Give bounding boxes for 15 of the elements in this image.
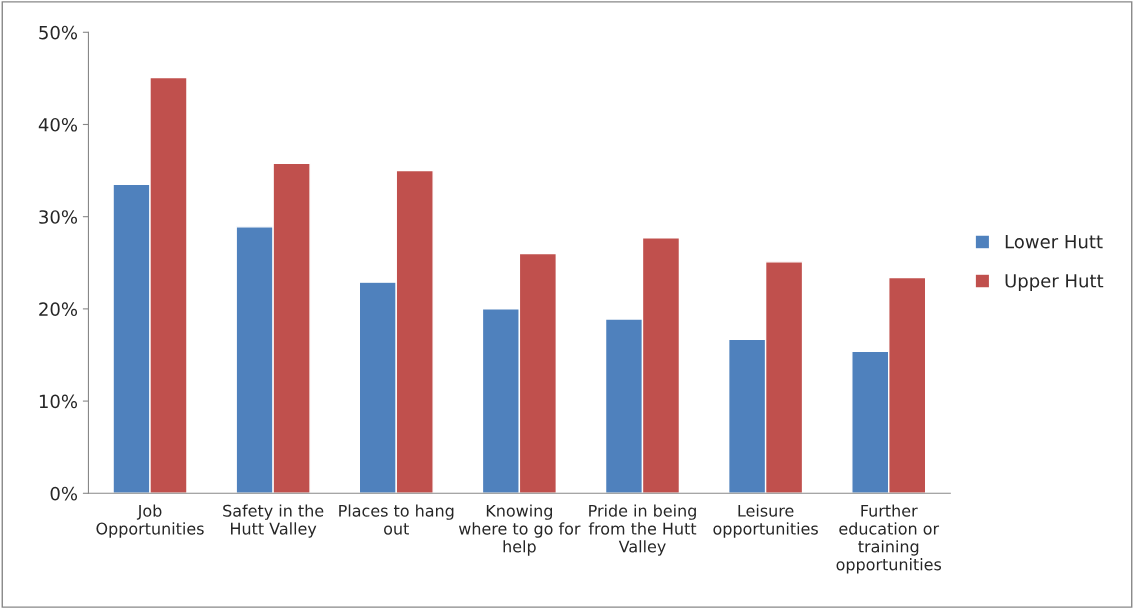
legend-label: Upper Hutt: [1005, 274, 1104, 292]
legend-label: Lower Hutt: [1005, 235, 1103, 249]
x-tick-label: Leisure opportunities: [713, 504, 818, 538]
x-tick-label: Pride in being from the Hutt Valley: [588, 504, 697, 556]
y-tick-label: 40%: [38, 117, 78, 132]
y-tick-label: 20%: [39, 302, 78, 316]
x-tick-label: Further education or training opportunities: [836, 504, 942, 574]
y-tick-label: 30%: [39, 210, 78, 224]
y-tick-label: 10%: [39, 394, 78, 409]
x-tick-label: Places to hang out: [339, 504, 454, 535]
y-tick-label: 50%: [39, 25, 78, 40]
y-tick-label: 0%: [50, 486, 78, 501]
x-tick-label: Job Opportunities: [96, 504, 204, 538]
x-tick-label: Safety in the Hutt Valley: [223, 504, 324, 538]
x-tick-label: Knowing where to go for help: [458, 504, 581, 556]
